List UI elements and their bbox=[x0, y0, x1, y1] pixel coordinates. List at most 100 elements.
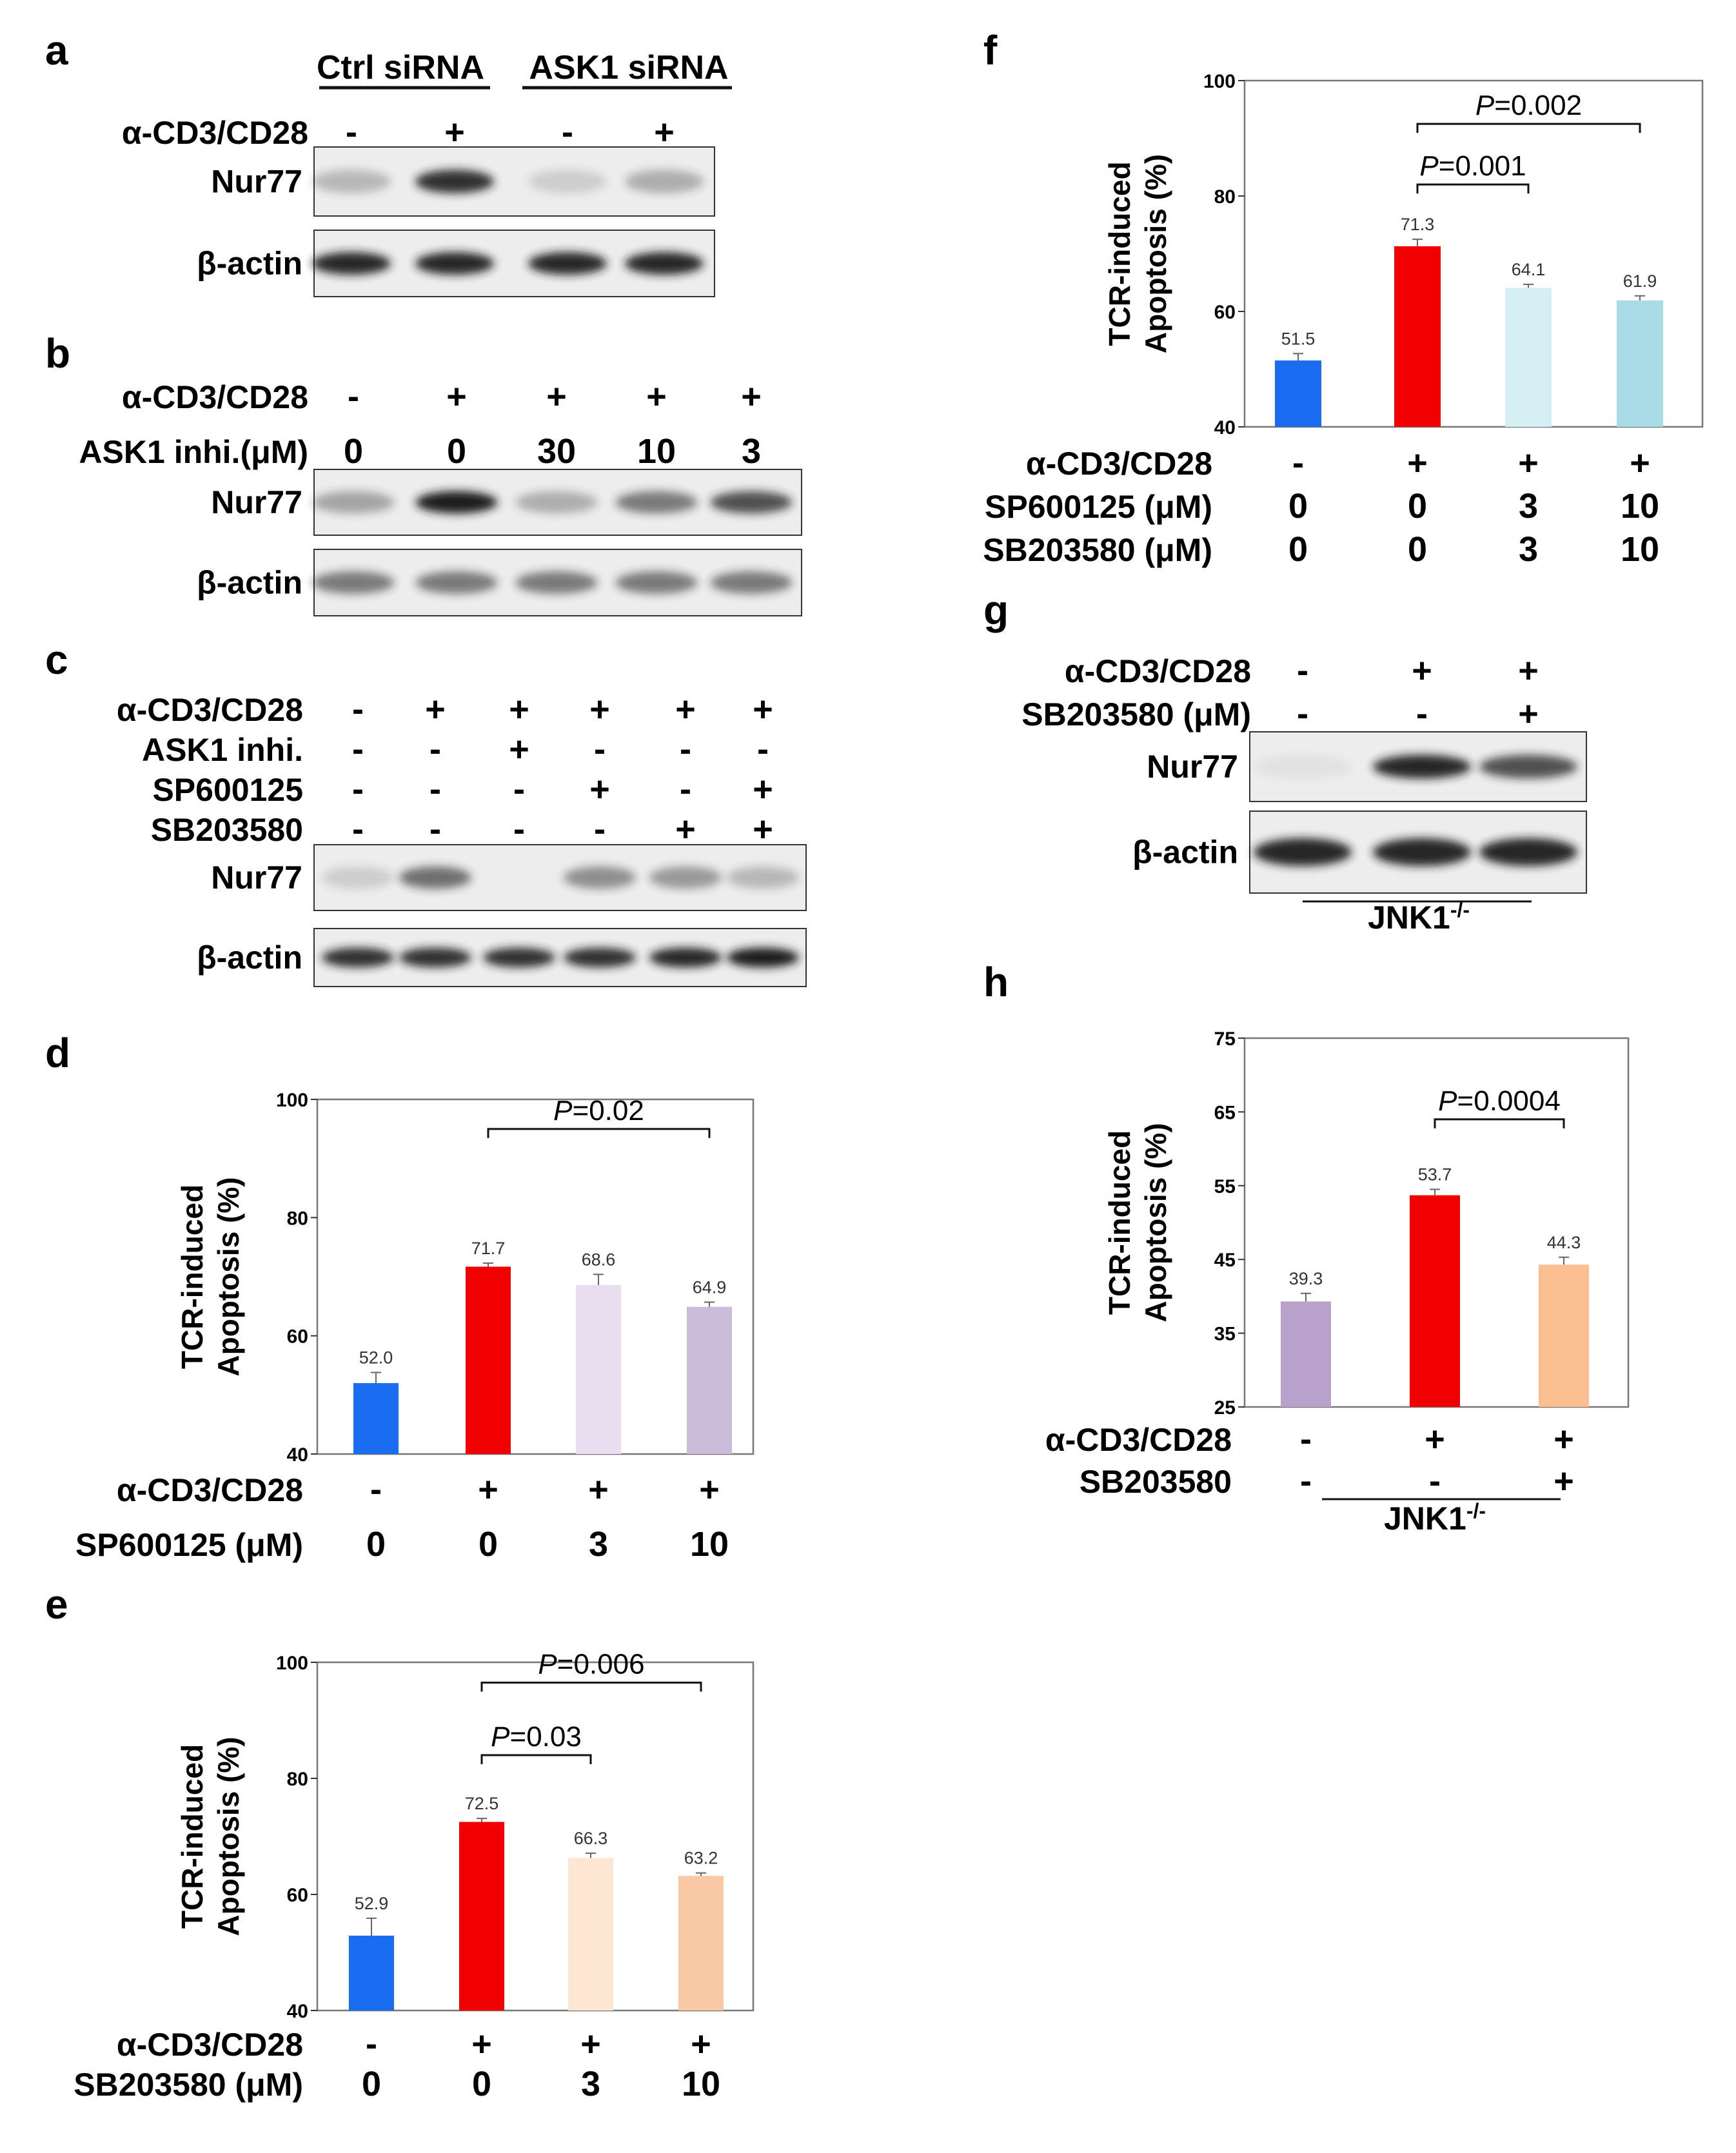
bar bbox=[687, 1306, 732, 1454]
y-tick-label: 40 bbox=[1214, 417, 1236, 438]
bar-value-label: 51.5 bbox=[1281, 329, 1316, 348]
y-tick-label: 60 bbox=[287, 1885, 308, 1906]
bar bbox=[678, 1876, 724, 2010]
condition-sign: + bbox=[1425, 1420, 1445, 1459]
condition-label: ASK1 inhi. bbox=[142, 732, 303, 768]
bar-value-label: 64.9 bbox=[693, 1277, 727, 1297]
condition-sign: 3 bbox=[1519, 487, 1538, 526]
bar bbox=[1505, 288, 1552, 427]
blot-band bbox=[625, 251, 704, 275]
condition-sign: - bbox=[513, 810, 525, 849]
condition-label: SP600125 bbox=[152, 772, 303, 808]
p-value-number: =0.002 bbox=[1494, 90, 1582, 121]
p-value-number: =0.0004 bbox=[1457, 1085, 1561, 1117]
significance-bracket bbox=[1416, 183, 1530, 194]
blot-band bbox=[322, 947, 394, 968]
p-value-label: P=0.03 bbox=[491, 1721, 582, 1753]
blot-membrane bbox=[313, 844, 807, 911]
condition-sign: 10 bbox=[1621, 530, 1659, 569]
bar bbox=[1539, 1264, 1589, 1407]
bar-value-label: 68.6 bbox=[582, 1250, 616, 1269]
blot-strip bbox=[1249, 811, 1587, 894]
significance-bracket bbox=[480, 1682, 702, 1692]
panel-label: f bbox=[983, 27, 998, 74]
p-value-label: P=0.02 bbox=[553, 1095, 644, 1126]
blot-label: β-actin bbox=[197, 246, 302, 282]
condition-label: α-CD3/CD28 bbox=[1026, 446, 1212, 482]
blot-membrane bbox=[313, 928, 807, 987]
p-value-number: =0.03 bbox=[510, 1721, 582, 1753]
blot-band bbox=[399, 866, 471, 889]
condition-sign: 10 bbox=[1621, 487, 1659, 526]
condition-sign: 3 bbox=[581, 2065, 600, 2103]
y-axis-label-line2: Apoptosis (%) bbox=[212, 1736, 245, 1936]
condition-sign: + bbox=[509, 690, 529, 729]
condition-label: SP600125 (μM) bbox=[985, 489, 1212, 525]
condition-label: α-CD3/CD28 bbox=[1045, 1422, 1232, 1458]
panel-label: c bbox=[45, 636, 68, 683]
bar bbox=[1617, 300, 1663, 427]
bar bbox=[1394, 246, 1441, 427]
blot-band bbox=[528, 251, 607, 275]
bar-value-label: 39.3 bbox=[1289, 1269, 1323, 1288]
condition-sign: - bbox=[348, 377, 359, 416]
condition-sign: + bbox=[1630, 444, 1650, 482]
condition-sign: + bbox=[444, 113, 465, 152]
y-tick-label: 80 bbox=[1214, 186, 1236, 208]
blot-strip bbox=[1249, 731, 1587, 802]
condition-sign: - bbox=[513, 770, 525, 809]
condition-sign: 0 bbox=[1408, 487, 1427, 526]
blot-band bbox=[1373, 754, 1471, 779]
bar bbox=[459, 1822, 504, 2010]
blot-strip bbox=[312, 469, 802, 536]
condition-sign: - bbox=[1292, 444, 1304, 482]
blot-band bbox=[515, 491, 598, 514]
condition-sign: 0 bbox=[472, 2065, 491, 2103]
y-axis-label-line1: TCR-induced bbox=[175, 1744, 209, 1929]
bar-value-label: 52.0 bbox=[359, 1348, 393, 1368]
condition-sign: - bbox=[1300, 1420, 1312, 1459]
condition-sign: - bbox=[1300, 1462, 1312, 1500]
y-axis-label: TCR-induced Apoptosis (%) bbox=[175, 1177, 245, 1376]
y-tick-label: 80 bbox=[287, 1769, 308, 1790]
condition-sign: 0 bbox=[478, 1525, 498, 1564]
blot-strip bbox=[312, 146, 715, 217]
condition-sign: - bbox=[429, 730, 441, 769]
condition-sign: + bbox=[1518, 694, 1539, 733]
group-header: ASK1 siRNA bbox=[529, 49, 728, 86]
condition-sign: - bbox=[352, 690, 364, 729]
group-header: Ctrl siRNA bbox=[317, 49, 484, 86]
blot-band bbox=[564, 947, 636, 968]
y-tick-label: 65 bbox=[1214, 1102, 1236, 1123]
condition-sign: 0 bbox=[447, 432, 466, 471]
y-axis-label: TCR-induced Apoptosis (%) bbox=[1103, 154, 1172, 353]
y-axis-label-line2: Apoptosis (%) bbox=[1139, 154, 1172, 353]
blot-band bbox=[649, 947, 722, 968]
condition-sign: - bbox=[429, 810, 441, 849]
condition-sign: + bbox=[1518, 444, 1539, 482]
condition-sign: - bbox=[680, 730, 691, 769]
condition-sign: - bbox=[352, 810, 364, 849]
bar bbox=[576, 1284, 621, 1454]
condition-sign: - bbox=[757, 730, 769, 769]
genotype-label: JNK1-/- bbox=[1368, 898, 1470, 936]
p-value-label: P=0.006 bbox=[538, 1649, 644, 1680]
y-tick-label: 100 bbox=[276, 1653, 308, 1674]
condition-sign: + bbox=[1412, 651, 1432, 690]
blot-band bbox=[1479, 754, 1577, 779]
p-value-symbol: P bbox=[1419, 150, 1439, 182]
blot-band bbox=[710, 491, 793, 514]
blot-label: Nur77 bbox=[1147, 749, 1238, 785]
condition-label: ASK1 inhi.(μM) bbox=[79, 434, 308, 470]
y-tick-label: 60 bbox=[1214, 302, 1236, 323]
condition-sign: + bbox=[588, 1470, 609, 1509]
bar bbox=[353, 1383, 399, 1454]
blot-strip bbox=[313, 844, 807, 911]
condition-sign: 10 bbox=[682, 2065, 720, 2103]
condition-label: SB203580 bbox=[151, 812, 303, 848]
bar bbox=[1275, 360, 1321, 427]
condition-sign: + bbox=[675, 810, 696, 849]
bar-value-label: 71.3 bbox=[1401, 215, 1435, 234]
condition-label: SB203580 (μM) bbox=[983, 532, 1212, 568]
